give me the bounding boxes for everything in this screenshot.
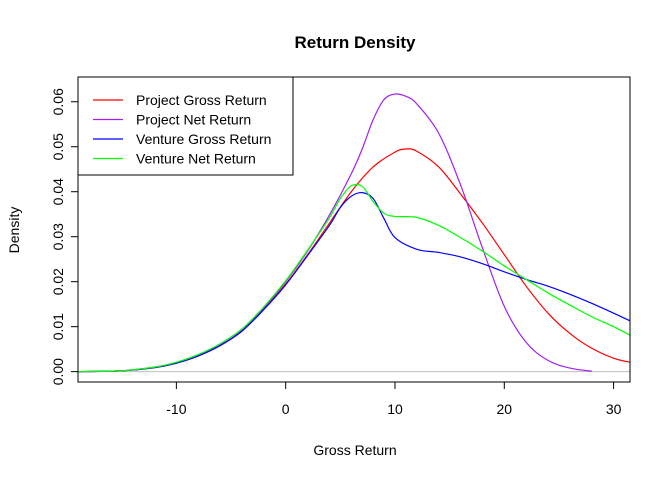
series-line-3	[78, 191, 630, 373]
y-tick-label: 0.01	[50, 313, 66, 340]
x-tick-label: 10	[387, 401, 403, 417]
x-axis: -10 0 10 20 30	[166, 381, 622, 417]
y-tick-label: 0.05	[50, 133, 66, 160]
y-tick-label: 0.04	[50, 178, 66, 205]
y-axis-label: Density	[6, 207, 22, 254]
legend: Project Gross Return Project Net Return Ve…	[77, 76, 294, 176]
y-axis: 0.00 0.01 0.02 0.03 0.04 0.05 0.06	[50, 88, 79, 385]
legend-label: Venture Gross Return	[136, 131, 271, 147]
legend-label: Project Gross Return	[136, 92, 267, 108]
y-tick-label: 0.02	[50, 268, 66, 295]
y-tick-label: 0.06	[50, 88, 66, 115]
series-line-1	[78, 148, 630, 373]
legend-label: Venture Net Return	[136, 151, 256, 167]
x-tick-label: 20	[497, 401, 513, 417]
x-tick-label: 30	[606, 401, 622, 417]
x-tick-label: 0	[282, 401, 290, 417]
x-tick-label: -10	[166, 401, 186, 417]
chart-title: Return Density	[295, 33, 416, 52]
y-tick-label: 0.00	[50, 358, 66, 385]
x-axis-label: Gross Return	[313, 442, 396, 458]
y-tick-label: 0.03	[50, 223, 66, 250]
series-line-4	[78, 183, 630, 373]
legend-label: Project Net Return	[136, 112, 251, 128]
